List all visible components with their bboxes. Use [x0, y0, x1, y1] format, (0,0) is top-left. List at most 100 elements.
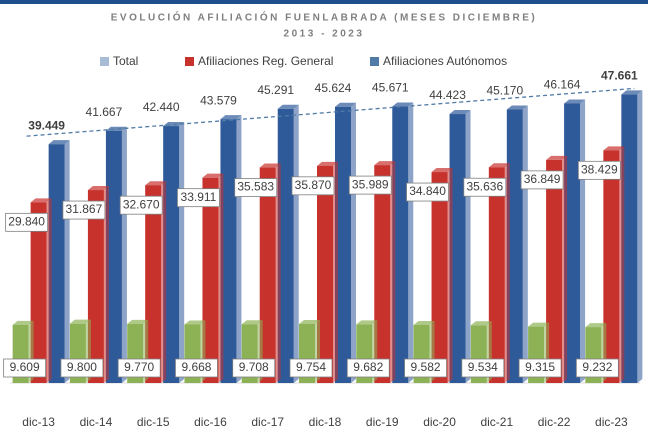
- bar-side: [351, 102, 356, 383]
- legend-label: Total: [113, 54, 138, 68]
- bar-top: [87, 186, 109, 191]
- bar-side: [121, 126, 127, 383]
- bar: [335, 106, 351, 383]
- bar-top: [585, 323, 607, 328]
- bar-top: [488, 163, 510, 168]
- label-box: [234, 178, 278, 197]
- legend-swatch: [185, 57, 194, 66]
- data-label: 36.849: [524, 172, 561, 186]
- bar-side: [179, 122, 185, 383]
- label-box: [463, 177, 507, 197]
- data-label: 35.636: [466, 179, 503, 193]
- label-box: [291, 176, 335, 196]
- bar: [48, 144, 65, 383]
- bar-top: [299, 319, 320, 324]
- bar-top: [506, 105, 528, 110]
- bar-top: [546, 155, 568, 160]
- label-box: [3, 358, 47, 378]
- bar: [374, 165, 391, 383]
- bar-side: [408, 102, 414, 383]
- bar-top: [259, 163, 281, 168]
- label-box: [348, 175, 392, 195]
- bar-side: [390, 161, 396, 383]
- x-tick-label: dic-16: [194, 415, 227, 429]
- label-box: [175, 358, 218, 378]
- data-label: 31.867: [66, 202, 103, 216]
- data-label: 33.911: [181, 190, 217, 204]
- bar-side: [275, 163, 281, 383]
- bar-side: [161, 181, 167, 383]
- bar: [163, 126, 180, 383]
- bar-top: [277, 104, 299, 109]
- label-box: [232, 358, 276, 378]
- bar-top: [127, 319, 149, 324]
- bar-top: [241, 320, 263, 325]
- data-label: 45.671: [372, 81, 409, 95]
- data-label: 34.840: [409, 184, 446, 198]
- top-strip: [0, 0, 648, 4]
- bar: [202, 177, 219, 383]
- label-box: [60, 358, 104, 378]
- data-label: 35.989: [352, 177, 389, 191]
- x-tick-label: dic-20: [423, 415, 456, 429]
- bar-side: [562, 155, 568, 383]
- data-label: 9.754: [296, 360, 326, 374]
- bar: [621, 94, 638, 383]
- data-label: 9.534: [468, 360, 498, 374]
- label-box: [520, 170, 564, 190]
- data-label: 46.164: [544, 78, 581, 92]
- bar-side: [236, 115, 242, 384]
- data-label: 45.291: [257, 83, 294, 97]
- label-box: [577, 160, 621, 180]
- data-label: 43.579: [200, 93, 237, 107]
- bar: [105, 130, 122, 383]
- label-box: [117, 358, 161, 378]
- label-box: [62, 200, 106, 220]
- bar: [431, 172, 448, 383]
- label-box: [289, 358, 333, 378]
- data-label: 45.624: [315, 81, 352, 95]
- bar: [488, 167, 505, 383]
- data-label: 47.661: [601, 69, 638, 83]
- data-label: 9.708: [239, 360, 269, 374]
- bar-top: [621, 90, 643, 95]
- bar-top: [413, 320, 435, 325]
- bar-top: [564, 99, 586, 104]
- x-tick-label: dic-17: [251, 415, 284, 429]
- bar-side: [218, 173, 224, 383]
- data-label: 35.583: [237, 180, 274, 194]
- bar: [392, 106, 409, 383]
- bar-side: [637, 90, 643, 383]
- data-label: 9.315: [525, 360, 555, 374]
- bar: [564, 103, 581, 384]
- bar-top: [184, 320, 206, 325]
- bar-top: [431, 168, 453, 173]
- bar-top: [202, 173, 224, 178]
- x-tick-label: dic-18: [309, 415, 342, 429]
- bar-side: [46, 198, 52, 383]
- label-box: [177, 188, 220, 208]
- bar-top: [317, 161, 338, 166]
- bar-top: [374, 161, 396, 166]
- bar: [145, 185, 162, 383]
- bar-top: [356, 320, 378, 325]
- bar-side: [64, 140, 70, 383]
- x-tick-label: dic-13: [22, 415, 55, 429]
- bar-side: [293, 104, 299, 383]
- bar-side: [522, 105, 528, 383]
- bar-top: [470, 321, 492, 326]
- x-tick-label: dic-15: [137, 415, 170, 429]
- data-label: 45.170: [486, 84, 523, 98]
- label-box: [406, 182, 449, 202]
- bar-side: [580, 99, 586, 384]
- bar: [603, 150, 620, 383]
- bar-top: [603, 146, 625, 151]
- data-label: 9.232: [582, 360, 612, 374]
- label-box: [346, 358, 390, 378]
- bar-top: [528, 322, 550, 327]
- data-label: 35.870: [295, 178, 332, 192]
- data-label: 39.449: [28, 118, 65, 132]
- bar-side: [465, 110, 471, 384]
- bar: [317, 165, 333, 383]
